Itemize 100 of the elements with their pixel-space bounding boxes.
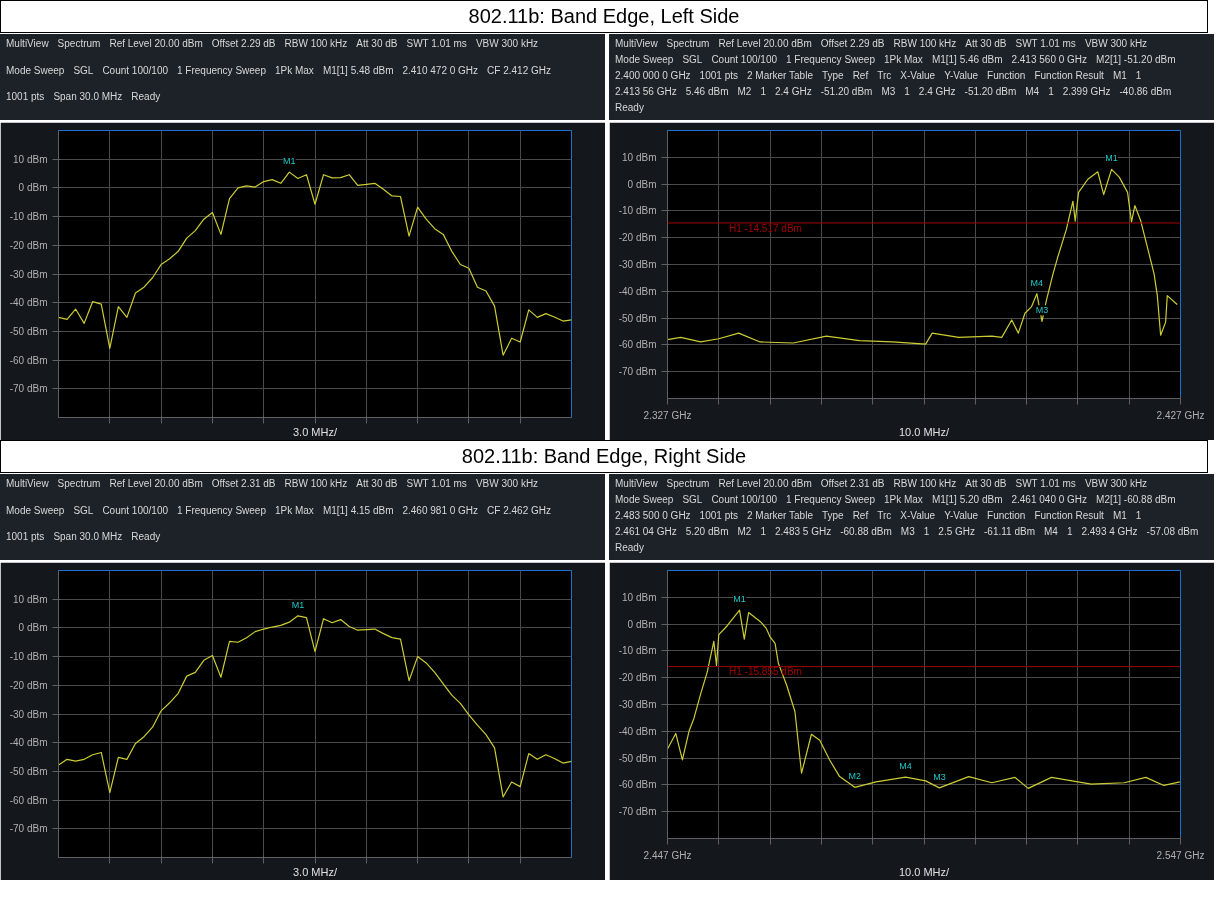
text: 2.399 GHz bbox=[1062, 85, 1111, 99]
text: Ref Level 20.00 dBm bbox=[718, 477, 812, 491]
text: Type bbox=[821, 509, 844, 523]
text: Trc bbox=[877, 69, 892, 83]
text: 1 bbox=[760, 525, 766, 539]
ref-line-label: H1 -14.517 dBm bbox=[729, 222, 802, 234]
text: RBW 100 kHz bbox=[284, 37, 348, 51]
text: 1 Frequency Sweep bbox=[177, 503, 266, 518]
text: 2.5 GHz bbox=[938, 525, 976, 539]
x-axis-title: 3.0 MHz/ bbox=[292, 425, 338, 438]
text: SGL bbox=[682, 493, 703, 507]
text: M1 bbox=[1112, 509, 1127, 523]
y-tick-label: -50 dBm bbox=[618, 312, 657, 324]
text: Ref bbox=[852, 509, 869, 523]
text: Offset 2.31 dB bbox=[211, 477, 276, 491]
y-tick-label: -30 dBm bbox=[9, 268, 48, 280]
text: CF 2.462 GHz bbox=[487, 503, 551, 518]
text: Ref bbox=[852, 69, 869, 83]
text: Spectrum bbox=[57, 37, 101, 51]
text: 1Pk Max bbox=[883, 493, 923, 507]
x-axis-title: 10.0 MHz/ bbox=[898, 865, 951, 878]
text: 1001 pts bbox=[699, 509, 738, 523]
text: -40.86 dBm bbox=[1119, 85, 1172, 99]
text: SGL bbox=[682, 53, 703, 67]
text: Count 100/100 bbox=[711, 493, 778, 507]
text: MultiView bbox=[6, 37, 49, 51]
text: Ref Level 20.00 dBm bbox=[109, 37, 203, 51]
annotation: M1 bbox=[1105, 153, 1118, 164]
text: Ready bbox=[131, 530, 161, 545]
y-tick-label: -10 dBm bbox=[618, 645, 657, 657]
text: Offset 2.29 dB bbox=[211, 37, 276, 51]
annotation: M4 bbox=[1030, 277, 1044, 288]
text: -60.88 dBm bbox=[840, 525, 892, 539]
text: 2 Marker Table bbox=[746, 69, 813, 83]
text: 2.461 040 0 GHz bbox=[1011, 493, 1088, 507]
text: 2.4 GHz bbox=[918, 85, 956, 99]
text: 2.4 GHz bbox=[775, 85, 812, 99]
x-axis-title: 3.0 MHz/ bbox=[292, 865, 338, 878]
text: Type bbox=[821, 69, 844, 83]
text: M1[1] 5.48 dBm bbox=[322, 63, 394, 78]
text: 1 bbox=[760, 85, 766, 99]
text: Spectrum bbox=[666, 37, 710, 51]
line-series bbox=[58, 615, 572, 798]
y-tick-label: -20 dBm bbox=[618, 672, 657, 684]
y-tick-label: -20 dBm bbox=[618, 232, 657, 244]
text: 1 bbox=[1048, 85, 1054, 99]
text: X-Value bbox=[900, 69, 936, 83]
text: 2.460 981 0 GHz bbox=[402, 503, 479, 518]
text: Y-Value bbox=[944, 509, 979, 523]
text: 2 Marker Table bbox=[746, 509, 813, 523]
text: SWT 1.01 ms bbox=[1015, 37, 1076, 51]
text: Count 100/100 bbox=[102, 503, 169, 518]
annotation: M1 bbox=[283, 156, 296, 167]
text: VBW 300 kHz bbox=[1084, 477, 1148, 491]
text: 2.483 5 GHz bbox=[775, 525, 832, 539]
text: Mode Sweep bbox=[615, 493, 674, 507]
text: Function Result bbox=[1034, 69, 1104, 83]
y-tick-label: -60 dBm bbox=[9, 354, 48, 366]
text: -51.20 dBm bbox=[964, 85, 1017, 99]
text: -51.20 dBm bbox=[820, 85, 873, 99]
text: M3 bbox=[881, 85, 896, 99]
text: 1 bbox=[904, 85, 910, 99]
text: 1001 pts bbox=[6, 530, 45, 545]
y-tick-label: -50 dBm bbox=[9, 765, 48, 777]
x-tick-label: 2.447 GHz bbox=[643, 849, 692, 861]
text: Offset 2.29 dB bbox=[820, 37, 885, 51]
text: VBW 300 kHz bbox=[475, 37, 539, 51]
ref-line-label: H1 -15.855 dBm bbox=[729, 666, 802, 678]
y-tick-label: -50 dBm bbox=[618, 752, 657, 764]
chart-title: 802.11b: Band Edge, Right Side bbox=[0, 440, 1208, 473]
y-tick-label: -20 dBm bbox=[9, 679, 48, 691]
annotation: M3 bbox=[933, 771, 946, 782]
y-tick-label: -10 dBm bbox=[9, 651, 48, 663]
text: Span 30.0 MHz bbox=[53, 530, 123, 545]
text: Mode Sweep bbox=[6, 503, 65, 518]
y-tick-label: 0 dBm bbox=[627, 178, 657, 190]
text: Function bbox=[987, 69, 1026, 83]
text: Ready bbox=[615, 541, 644, 555]
text: Mode Sweep bbox=[615, 53, 674, 67]
text: SGL bbox=[73, 63, 94, 78]
text: 5.46 dBm bbox=[685, 85, 729, 99]
x-axis-title: 10.0 MHz/ bbox=[898, 425, 951, 438]
line-series bbox=[667, 168, 1178, 345]
y-tick-label: 10 dBm bbox=[622, 591, 657, 603]
y-tick-label: -40 dBm bbox=[9, 737, 48, 749]
y-tick-label: -30 dBm bbox=[618, 259, 657, 270]
y-tick-label: -10 dBm bbox=[9, 211, 48, 223]
text: 2.410 472 0 GHz bbox=[402, 63, 479, 78]
text: Ready bbox=[131, 90, 161, 105]
text: Count 100/100 bbox=[102, 63, 169, 78]
text: VBW 300 kHz bbox=[1084, 37, 1148, 51]
y-tick-label: -30 dBm bbox=[618, 699, 657, 710]
text: Trc bbox=[877, 509, 892, 523]
y-tick-label: 0 dBm bbox=[18, 622, 48, 634]
text: M1 bbox=[1112, 69, 1127, 83]
text: M2 bbox=[737, 85, 752, 99]
y-tick-label: -40 dBm bbox=[9, 297, 48, 309]
text: Function bbox=[987, 509, 1026, 523]
text: 1 Frequency Sweep bbox=[786, 493, 875, 507]
annotation: M1 bbox=[733, 594, 746, 605]
